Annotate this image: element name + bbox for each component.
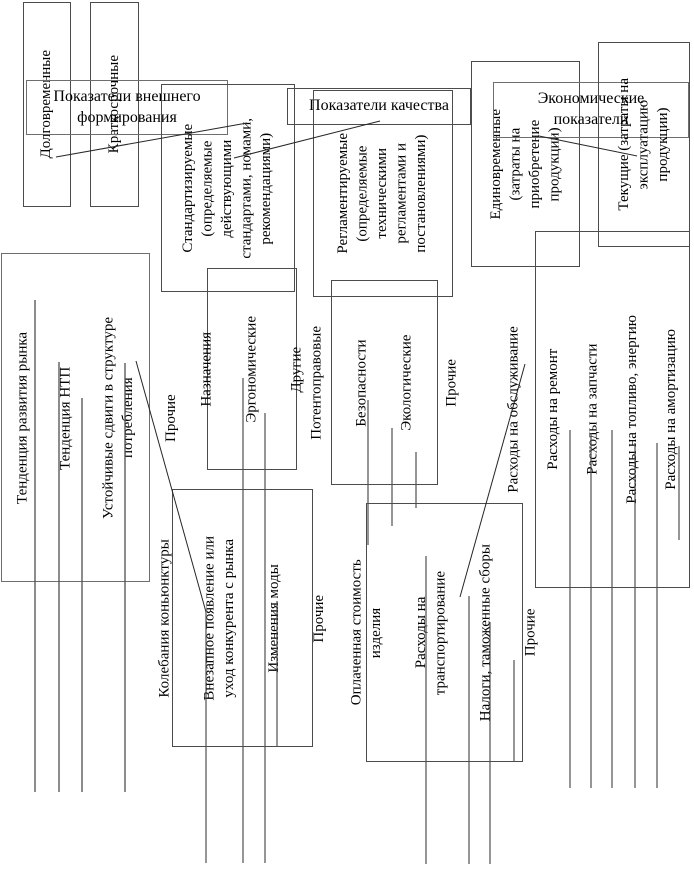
list-item: Прочие [443, 358, 460, 407]
list-item: Прочие [522, 608, 539, 657]
box-reglamentiruemye: Регламентируемые (определяемые техническ… [313, 90, 453, 297]
box-rashody-list: Расходы на обслуживание Расходы на ремон… [486, 315, 694, 504]
label-economic-text: Экономические показатели [537, 90, 645, 128]
list-item: Эргономические [243, 315, 260, 423]
label-quality-text: Показатели качества [309, 97, 449, 115]
box-kratkosrochnye: Краткосрочные [90, 2, 139, 207]
list-item: Тенденция развития рынка [14, 331, 30, 504]
list-item: Экологические [398, 334, 415, 431]
box-patentopravovye: Потентоправовые Безопасности Экологическ… [308, 280, 459, 485]
list-item: Расходы на ремонт [544, 348, 561, 471]
box-tekushchie: Текущие (затраты на эксплуатацию продукц… [598, 42, 690, 247]
label-external-formation: Показатели внешнего формирования [26, 80, 228, 135]
box-kolebaniya-list: Колебания коньюнктуры Внезапное появлени… [133, 536, 352, 701]
list-item: Оплаченная стоимость изделия [348, 559, 385, 706]
box-dolgovremennye: Долговременные [23, 2, 71, 207]
list-item: Расходы на обслуживание [505, 326, 522, 493]
list-item: Устойчивые сдвиги в структуре потреблени… [100, 316, 136, 519]
list-item: Тенденция НТП [57, 365, 73, 470]
list-item: Изменения моды [266, 563, 282, 673]
list-item: Налоги, таможенные сборы [477, 543, 494, 722]
box-naznacheniya: Назначения Эргономические Другие [198, 268, 304, 470]
list-item: Расходы на транспортирование [413, 570, 449, 695]
box-edinovremennye: Единовременные (затраты на приобретение … [471, 61, 580, 267]
box-tendencii: Тенденция развития экономики Тенденция р… [1, 253, 179, 582]
list-item: Безопасности [353, 338, 370, 427]
box-kolebaniya: Колебания коньюнктуры Внезапное появлени… [157, 489, 327, 747]
box-standartiziruemye-text: Стандартизируемые (определяемые действую… [180, 117, 275, 259]
list-item: Расходы на топливо, энергию [623, 315, 640, 504]
box-reglamentiruemye-text: Регламентируемые (определяемые техническ… [335, 133, 430, 254]
list-item: Расходы на запчасти [583, 343, 600, 476]
list-item: Внезапное появление или уход конкурента … [201, 535, 238, 701]
box-tekushchie-text: Текущие (затраты на эксплуатацию продукц… [615, 78, 671, 211]
list-item: Колебания коньюнктуры [156, 538, 173, 698]
list-item: Назначения [198, 331, 215, 407]
box-oplachennaya: Оплаченная стоимость изделия Расходы на … [349, 503, 539, 762]
list-item: Потентоправовые [308, 325, 325, 440]
box-standartiziruemye: Стандартизируемые (определяемые действую… [161, 84, 295, 292]
box-rashody: Расходы на обслуживание Расходы на ремон… [505, 231, 690, 588]
label-external-formation-text: Показатели внешнего формирования [53, 87, 201, 126]
list-item: Расходы на амортизацию [662, 329, 679, 490]
box-patentopravovye-list: Потентоправовые Безопасности Экологическ… [285, 326, 485, 440]
box-oplachennaya-list: Оплаченная стоимость изделия Расходы на … [325, 544, 564, 721]
